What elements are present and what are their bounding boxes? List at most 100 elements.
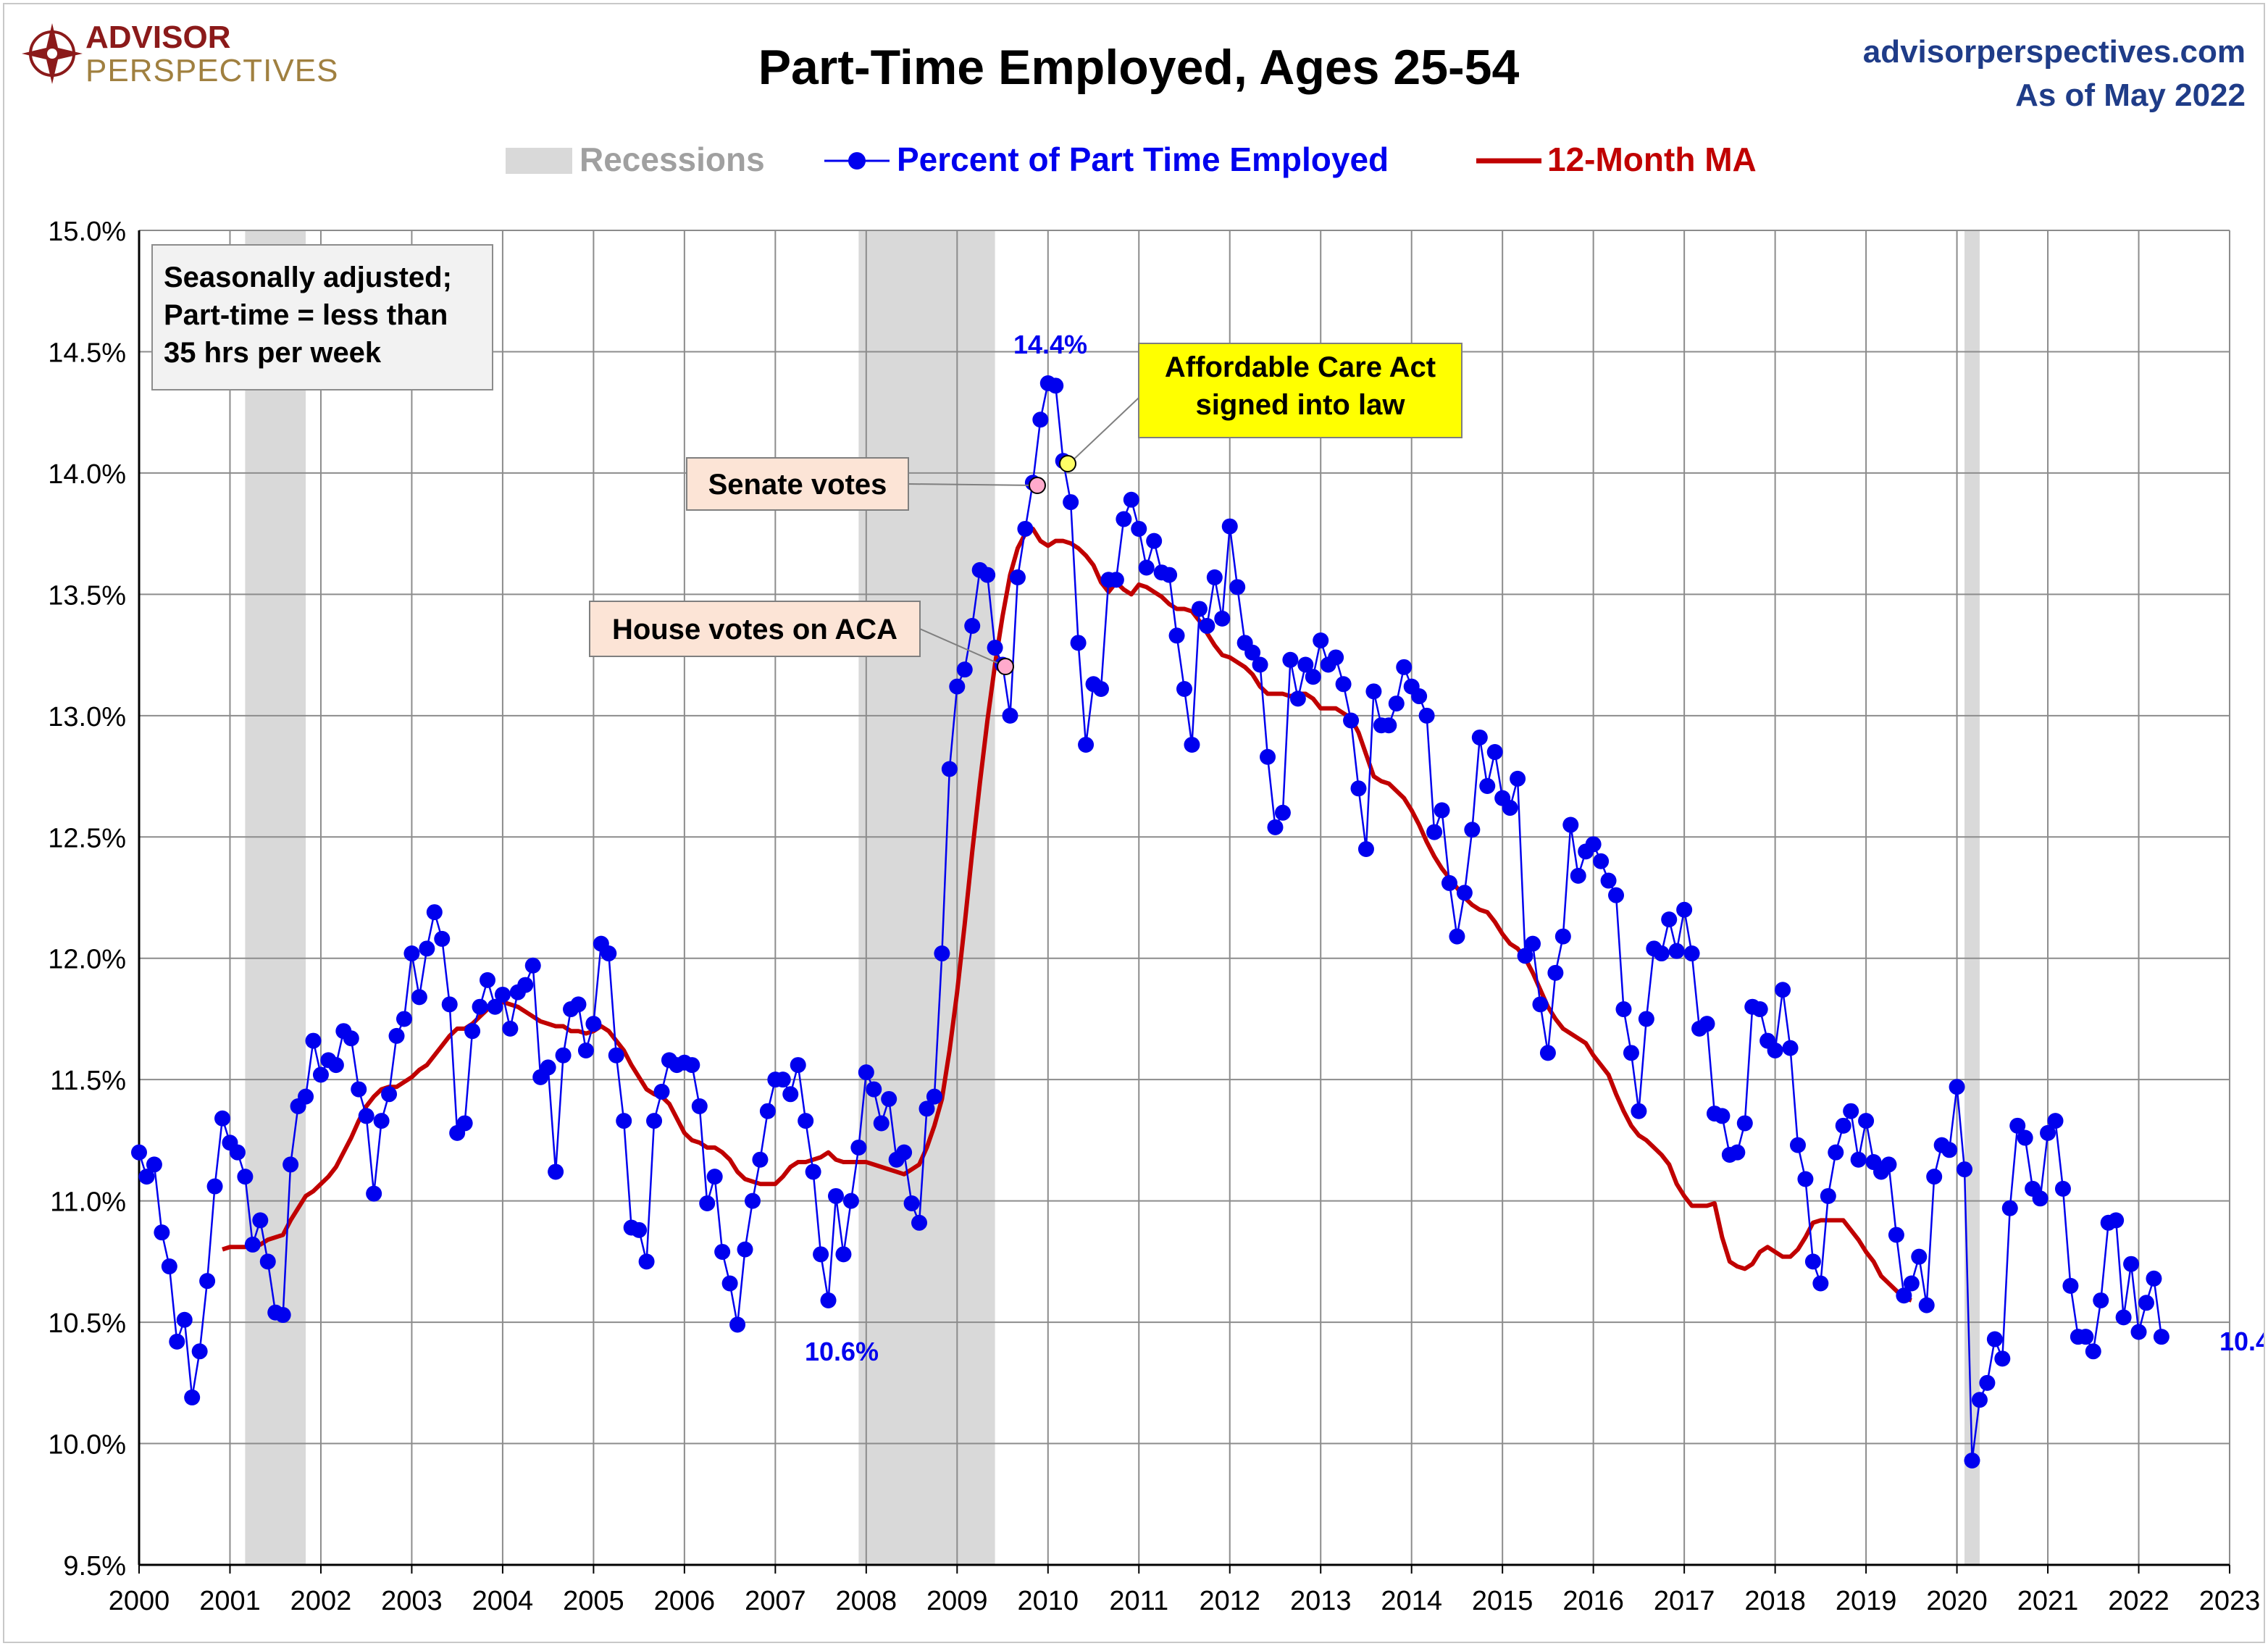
- data-point: [964, 617, 981, 634]
- data-point: [1282, 651, 1299, 668]
- data-point: [646, 1113, 663, 1129]
- logo-line1: ADVISOR: [85, 20, 230, 55]
- data-point: [1092, 680, 1109, 697]
- x-tick-label: 2017: [1654, 1586, 1715, 1616]
- x-tick-label: 2014: [1381, 1586, 1442, 1616]
- senate-leader: [908, 483, 1038, 486]
- data-point: [1668, 943, 1685, 959]
- data-point: [1078, 737, 1095, 753]
- data-point: [2123, 1256, 2140, 1272]
- data-point: [842, 1192, 859, 1209]
- y-tick-label: 14.0%: [48, 459, 126, 490]
- data-point: [366, 1185, 382, 1202]
- data-point: [1971, 1392, 1988, 1408]
- data-point: [1858, 1113, 1875, 1129]
- y-tick-label: 14.5%: [48, 338, 126, 368]
- data-point: [2032, 1190, 2049, 1207]
- data-point: [1782, 1040, 1799, 1056]
- data-point: [487, 998, 503, 1015]
- data-point: [419, 940, 435, 957]
- data-point: [2017, 1129, 2033, 1146]
- data-point: [1661, 911, 1678, 928]
- as-of-date: As of May 2022: [2015, 78, 2246, 113]
- data-point: [2077, 1329, 2094, 1345]
- data-point: [1979, 1374, 1996, 1391]
- data-point: [1434, 802, 1450, 819]
- data-point: [987, 640, 1003, 656]
- data-point: [1032, 412, 1049, 428]
- data-point: [1123, 491, 1139, 508]
- data-point: [381, 1086, 398, 1103]
- house-leader: [919, 628, 1006, 667]
- data-point: [1896, 1287, 1912, 1304]
- y-tick-label: 15.0%: [48, 217, 126, 247]
- x-tick-label: 2006: [654, 1586, 716, 1616]
- data-point: [373, 1113, 390, 1129]
- data-point: [1888, 1227, 1904, 1243]
- plot-background: [245, 230, 1980, 1565]
- data-point: [850, 1139, 867, 1156]
- x-tick-label: 2023: [2199, 1586, 2261, 1616]
- data-point: [1820, 1187, 1836, 1204]
- data-point: [1486, 744, 1503, 761]
- data-point: [1517, 948, 1533, 964]
- x-tick-label: 2020: [1926, 1586, 1988, 1616]
- data-point: [1116, 511, 1132, 527]
- data-point: [570, 996, 587, 1013]
- data-point: [638, 1253, 655, 1270]
- data-point: [244, 1236, 261, 1253]
- data-point: [1676, 901, 1693, 918]
- x-tick-label: 2000: [109, 1586, 170, 1616]
- chart: 15.0% 14.5% 14.0% 13.5% 13.0% 12.5% 12.0% 11.5%…: [22, 20, 2264, 1616]
- data-point: [919, 1100, 935, 1117]
- y-tick-label: 10.0%: [48, 1430, 126, 1461]
- aca-box: [1138, 343, 1463, 438]
- data-point: [737, 1241, 753, 1258]
- data-point: [403, 945, 420, 962]
- data-point: [956, 661, 973, 678]
- ma-line: [222, 526, 1912, 1303]
- y-tick-label: 12.0%: [48, 945, 126, 975]
- data-point: [1510, 770, 1526, 787]
- data-point: [214, 1110, 231, 1127]
- logo-line2: PERSPECTIVES: [85, 53, 338, 88]
- data-point: [1767, 1042, 1783, 1058]
- data-point: [1502, 800, 1518, 816]
- data-point: [1343, 712, 1360, 729]
- x-tick-label: 2013: [1290, 1586, 1352, 1616]
- data-point: [184, 1389, 201, 1405]
- x-tick-label: 2009: [926, 1586, 988, 1616]
- x-tick-label: 2011: [1109, 1586, 1168, 1616]
- x-tick-label: 2016: [1562, 1586, 1624, 1616]
- x-tick-label: 2008: [836, 1586, 897, 1616]
- y-tick-label: 10.5%: [48, 1308, 126, 1339]
- low-label: 10.6%: [805, 1337, 879, 1366]
- data-point: [585, 1016, 602, 1032]
- data-point: [828, 1187, 844, 1204]
- data-point: [154, 1224, 170, 1241]
- part-time-series: [131, 375, 2169, 1469]
- x-tick-label: 2001: [199, 1586, 261, 1616]
- data-point: [1994, 1350, 2011, 1367]
- data-point: [714, 1243, 731, 1260]
- data-point: [1562, 816, 1579, 833]
- data-point: [699, 1195, 716, 1211]
- data-point: [1638, 1011, 1654, 1027]
- info-box-text: Seasonally adjusted; Part-time = less tha…: [164, 262, 452, 369]
- data-point: [283, 1156, 299, 1173]
- data-point: [858, 1064, 874, 1081]
- data-point: [881, 1090, 897, 1107]
- data-point: [1297, 656, 1314, 673]
- data-point: [480, 972, 495, 988]
- x-tick-label: 2003: [381, 1586, 443, 1616]
- site-link[interactable]: advisorperspectives.com: [1863, 34, 2246, 70]
- data-point: [2047, 1113, 2064, 1129]
- data-point: [2062, 1277, 2079, 1294]
- data-point: [426, 904, 443, 921]
- data-point: [2138, 1295, 2154, 1311]
- data-point: [1986, 1331, 2003, 1348]
- data-point: [169, 1333, 185, 1350]
- data-point: [1615, 1001, 1632, 1018]
- data-point: [2093, 1292, 2109, 1308]
- data-point: [259, 1253, 276, 1270]
